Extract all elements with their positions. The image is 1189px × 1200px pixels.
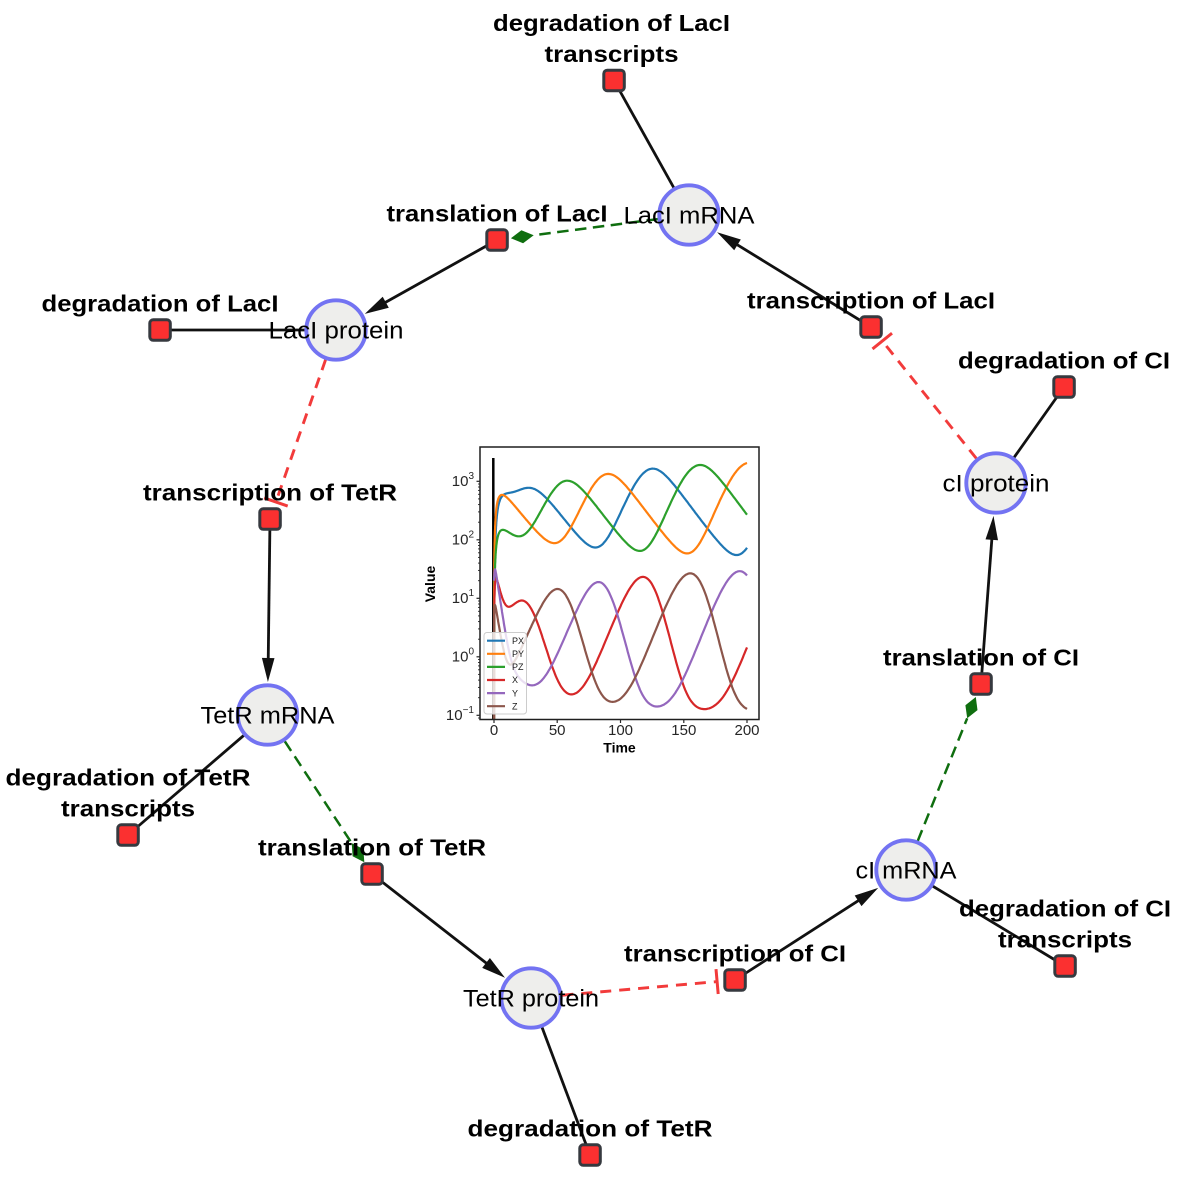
svg-text:TetR mRNA: TetR mRNA (201, 703, 335, 730)
svg-text:LacI mRNA: LacI mRNA (624, 203, 755, 230)
svg-text:degradation of TetR: degradation of TetR (6, 765, 251, 791)
svg-text:PZ: PZ (512, 662, 524, 672)
svg-text:translation of LacI: translation of LacI (387, 201, 608, 227)
svg-text:100: 100 (608, 722, 633, 739)
svg-text:transcripts: transcripts (61, 796, 195, 822)
svg-text:TetR protein: TetR protein (463, 986, 599, 1013)
svg-text:X: X (512, 675, 518, 685)
svg-text:degradation of TetR: degradation of TetR (468, 1116, 713, 1142)
svg-text:cI protein: cI protein (943, 471, 1050, 498)
svg-text:degradation of CI: degradation of CI (958, 348, 1170, 374)
svg-text:Value: Value (422, 566, 438, 603)
svg-text:translation of TetR: translation of TetR (258, 835, 486, 861)
svg-text:50: 50 (549, 722, 566, 739)
svg-text:150: 150 (671, 722, 696, 739)
svg-text:transcripts: transcripts (998, 927, 1132, 953)
svg-text:200: 200 (734, 722, 759, 739)
svg-text:PY: PY (512, 649, 524, 659)
svg-text:transcription of LacI: transcription of LacI (747, 288, 995, 314)
svg-text:translation of CI: translation of CI (883, 645, 1079, 671)
svg-text:LacI protein: LacI protein (269, 318, 404, 345)
svg-text:degradation of LacI: degradation of LacI (493, 10, 730, 36)
svg-text:PX: PX (512, 636, 524, 646)
svg-text:cI mRNA: cI mRNA (856, 858, 957, 885)
svg-text:Time: Time (603, 740, 636, 756)
svg-text:Z: Z (512, 701, 518, 711)
svg-text:transcription of CI: transcription of CI (624, 941, 846, 967)
svg-text:transcription of TetR: transcription of TetR (143, 480, 397, 506)
svg-text:degradation of LacI: degradation of LacI (42, 291, 279, 317)
svg-text:degradation of CI: degradation of CI (959, 896, 1171, 922)
svg-text:Y: Y (512, 688, 518, 698)
svg-text:transcripts: transcripts (545, 41, 679, 67)
svg-text:0: 0 (490, 722, 498, 739)
